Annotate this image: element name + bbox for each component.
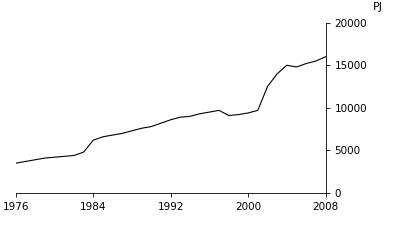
Text: PJ: PJ [373, 2, 384, 12]
